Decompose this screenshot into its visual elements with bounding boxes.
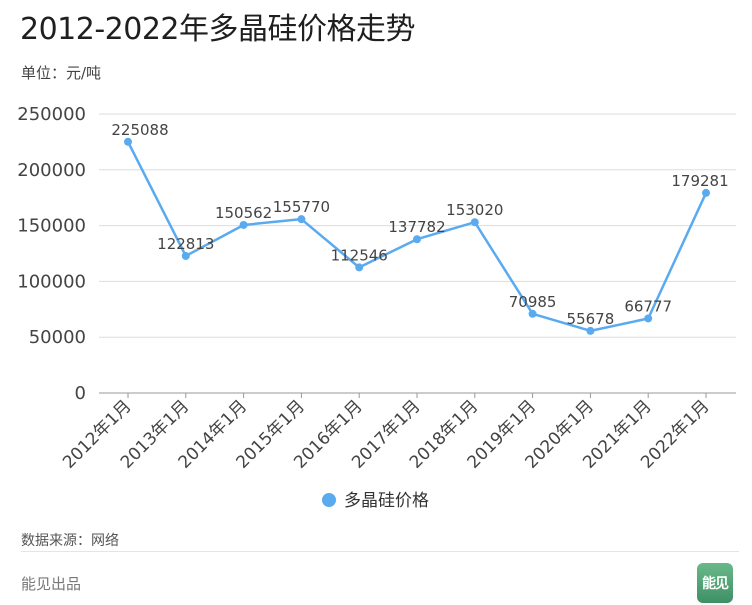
footer-divider (21, 551, 739, 552)
data-label: 153020 (446, 201, 503, 219)
data-label: 137782 (388, 218, 445, 236)
legend: 多晶硅价格 (322, 491, 429, 511)
data-source: 数据来源：网络 (21, 533, 119, 549)
data-point (239, 220, 248, 229)
y-tick-label: 150000 (17, 216, 86, 237)
data-points (124, 137, 710, 335)
data-label: 112546 (331, 246, 388, 264)
data-label: 55678 (567, 310, 615, 328)
data-label: 70985 (509, 293, 557, 311)
data-point (470, 218, 479, 227)
chart-title: 2012-2022年多晶硅价格走势 (20, 12, 416, 47)
axes: 0500001000001500002000002500002012年1月201… (17, 104, 713, 473)
data-point (586, 326, 595, 335)
y-tick-label: 200000 (17, 160, 86, 181)
data-label: 225088 (111, 121, 168, 139)
data-label: 179281 (671, 172, 728, 190)
legend-marker (322, 493, 336, 507)
line-chart: 0500001000001500002000002500002012年1月201… (17, 104, 736, 511)
data-label: 122813 (157, 235, 214, 253)
gridlines (99, 113, 736, 394)
data-point (124, 137, 132, 146)
data-point (528, 309, 537, 318)
data-label: 66777 (624, 297, 672, 315)
y-tick-label: 250000 (17, 104, 86, 125)
data-point (181, 251, 190, 260)
legend-label: 多晶硅价格 (344, 491, 429, 511)
data-label: 155770 (273, 198, 330, 216)
data-point (413, 235, 421, 244)
data-point (702, 188, 710, 197)
data-point (644, 314, 653, 323)
brand-credit: 能见出品 (21, 575, 82, 593)
brand-logo: 能见 (697, 563, 733, 603)
y-tick-label: 0 (75, 383, 86, 404)
data-label: 150562 (215, 204, 272, 222)
data-point (355, 263, 364, 272)
y-tick-label: 50000 (29, 327, 86, 348)
unit-label: 单位：元/吨 (21, 64, 102, 82)
data-point (297, 215, 306, 224)
y-tick-label: 100000 (17, 271, 86, 292)
